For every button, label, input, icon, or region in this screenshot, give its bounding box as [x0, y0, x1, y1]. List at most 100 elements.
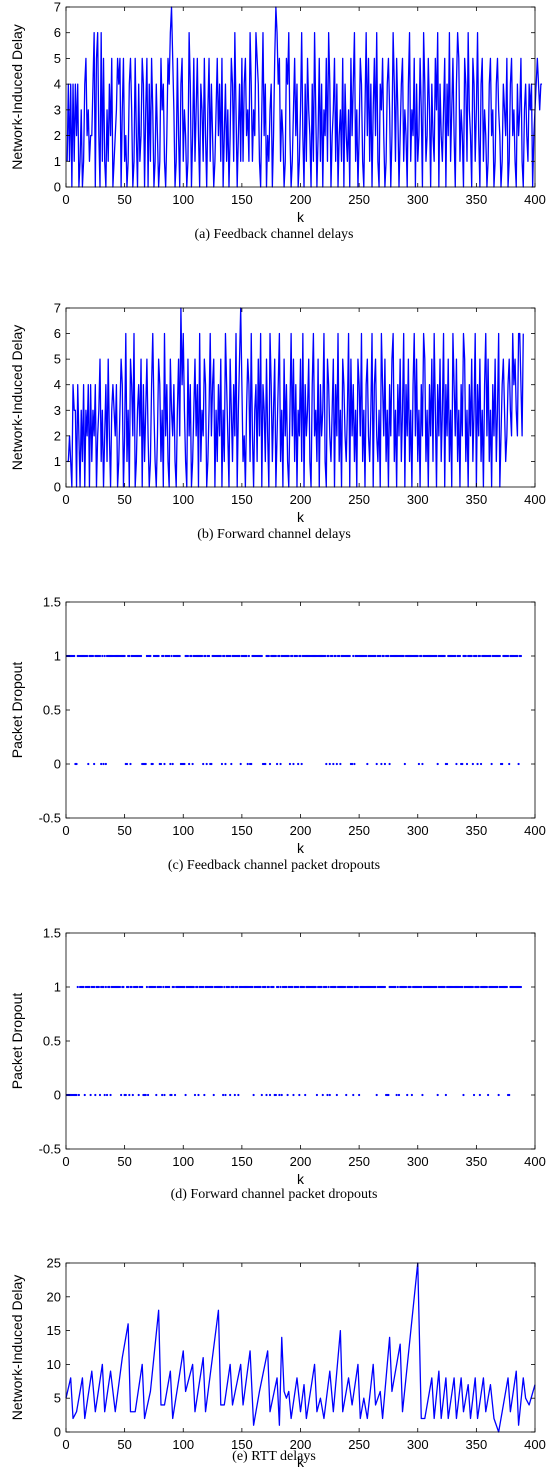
- data-point: [505, 985, 508, 989]
- data-point: [168, 654, 171, 658]
- x-tick-label: 250: [348, 1437, 370, 1452]
- data-point: [285, 985, 288, 989]
- data-point: [103, 1093, 106, 1097]
- y-axis-label: Packet Dropout: [9, 993, 25, 1090]
- data-point: [421, 1093, 424, 1097]
- data-point: [83, 1093, 86, 1097]
- x-tick-label: 0: [62, 192, 69, 207]
- data-point: [462, 1093, 465, 1097]
- data-point: [477, 985, 480, 989]
- data-point: [320, 985, 323, 989]
- data-point: [314, 985, 317, 989]
- data-point: [444, 1093, 447, 1097]
- data-point: [227, 985, 231, 989]
- data-point: [86, 654, 89, 658]
- data-point: [251, 985, 254, 989]
- data-point: [485, 985, 489, 989]
- data-point: [464, 654, 467, 658]
- data-point: [264, 762, 267, 766]
- data-point: [292, 762, 295, 766]
- data-point: [207, 654, 211, 658]
- x-tick-label: 0: [62, 492, 69, 507]
- data-point: [478, 1093, 481, 1097]
- y-tick-label: 5: [54, 51, 61, 66]
- data-point: [128, 1093, 131, 1097]
- x-tick-label: 50: [117, 1437, 131, 1452]
- chart-panel: 0 50 100 150 200 250 300 350 400-0.500.511.5kPac…: [9, 595, 546, 874]
- data-point: [178, 654, 181, 658]
- data-point: [508, 762, 511, 766]
- data-point: [279, 985, 282, 989]
- x-tick-label: 100: [172, 1154, 194, 1169]
- data-point: [382, 654, 385, 658]
- data-point: [252, 1093, 255, 1097]
- data-point: [300, 762, 303, 766]
- data-point: [137, 1093, 140, 1097]
- x-tick-label: 400: [524, 492, 546, 507]
- y-tick-label: 2: [54, 428, 61, 443]
- x-tick-label: 250: [348, 823, 370, 838]
- data-point: [122, 985, 125, 989]
- data-point: [498, 654, 501, 658]
- data-point: [220, 762, 224, 766]
- data-point: [173, 1093, 177, 1097]
- y-tick-label: 1: [54, 649, 61, 664]
- x-tick-label: 100: [172, 492, 194, 507]
- data-point: [77, 1093, 80, 1097]
- data-point: [224, 1093, 227, 1097]
- data-point: [420, 654, 423, 658]
- data-point: [292, 1093, 295, 1097]
- data-point: [435, 654, 438, 658]
- y-tick-label: 3: [54, 403, 61, 418]
- data-point: [375, 762, 378, 766]
- data-point: [274, 1093, 277, 1097]
- y-tick-label: 0: [54, 180, 61, 195]
- data-point: [489, 654, 492, 658]
- x-tick-label: 200: [290, 823, 312, 838]
- data-point: [416, 654, 419, 658]
- x-tick-label: 350: [466, 1437, 488, 1452]
- data-point: [163, 762, 166, 766]
- data-point: [490, 762, 493, 766]
- data-point: [334, 985, 337, 989]
- data-point: [268, 1093, 272, 1097]
- data-point: [265, 1093, 268, 1097]
- x-tick-label: 400: [524, 192, 546, 207]
- x-axis-label: k: [297, 1171, 305, 1187]
- data-point: [190, 654, 193, 658]
- data-point: [98, 1093, 102, 1097]
- data-point: [101, 654, 104, 658]
- y-tick-label: 4: [54, 377, 61, 392]
- x-tick-label: 50: [117, 192, 131, 207]
- data-point: [259, 985, 262, 989]
- data-point: [395, 1093, 398, 1097]
- data-point: [264, 985, 267, 989]
- data-point: [345, 1093, 348, 1097]
- y-tick-label: 1: [54, 454, 61, 469]
- data-point: [141, 985, 144, 989]
- data-point: [223, 654, 226, 658]
- data-point: [508, 1093, 511, 1097]
- data-point: [183, 985, 186, 989]
- data-point: [380, 762, 383, 766]
- data-point: [358, 1093, 361, 1097]
- y-tick-label: 10: [47, 1357, 61, 1372]
- data-point: [328, 1093, 331, 1097]
- data-point: [353, 762, 356, 766]
- data-point: [409, 985, 412, 989]
- data-point: [196, 985, 199, 989]
- figure-caption: (d) Forward channel packet dropouts: [171, 1187, 378, 1202]
- data-point: [334, 654, 337, 658]
- data-point: [212, 1093, 215, 1097]
- x-tick-label: 400: [524, 1154, 546, 1169]
- x-tick-label: 100: [172, 823, 194, 838]
- y-tick-label: 0.5: [43, 703, 61, 718]
- data-point: [516, 654, 519, 658]
- data-point: [356, 985, 360, 989]
- y-tick-label: 7: [54, 0, 61, 15]
- data-point: [379, 654, 382, 658]
- x-axis-label: k: [297, 840, 305, 856]
- data-point: [279, 762, 282, 766]
- data-point: [247, 654, 251, 658]
- data-point: [365, 654, 368, 658]
